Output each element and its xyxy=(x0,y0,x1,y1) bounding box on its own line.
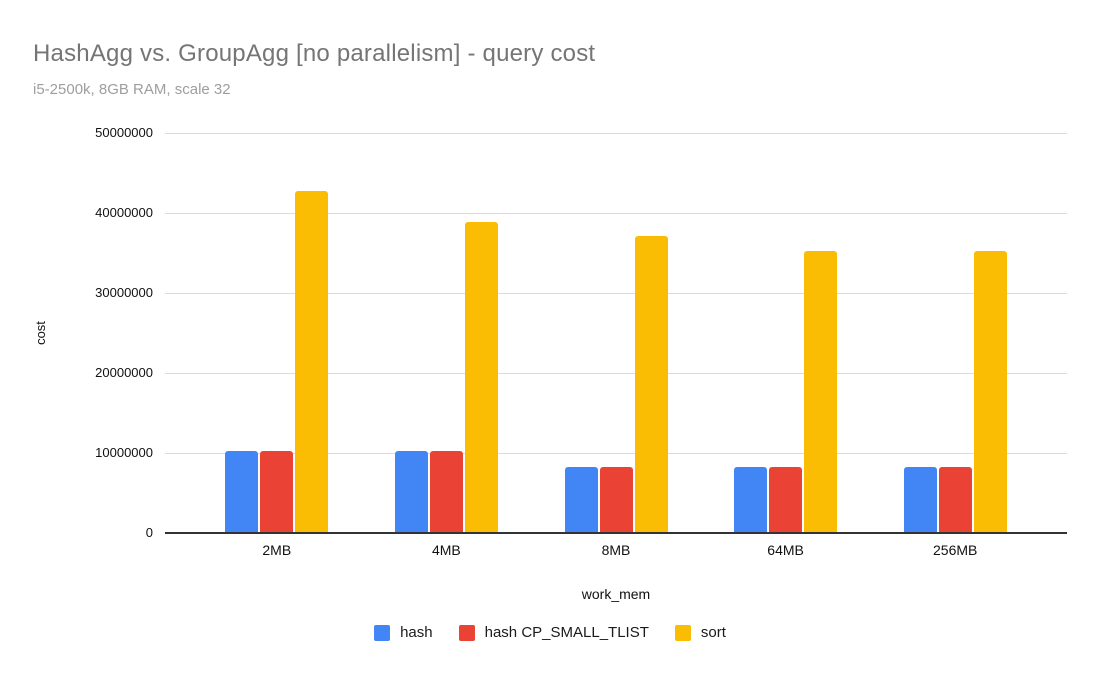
y-tick-label-50000000: 50000000 xyxy=(95,125,153,140)
bar-hash-cp-small-tlist-2mb xyxy=(260,451,294,533)
gridline-50000000 xyxy=(165,132,1067,134)
x-tick-label-64mb: 64MB xyxy=(767,542,804,558)
legend-swatch-icon xyxy=(674,624,691,641)
y-tick-label-20000000: 20000000 xyxy=(95,365,153,380)
y-tick-label-40000000: 40000000 xyxy=(95,205,153,220)
legend-item-hash: hash xyxy=(374,624,433,641)
bar-hash-64mb xyxy=(734,467,768,533)
bar-hash-cp-small-tlist-256mb xyxy=(938,467,972,533)
x-tick-label-256mb: 256MB xyxy=(933,542,978,558)
bar-sort-4mb xyxy=(464,221,498,533)
x-axis-line xyxy=(165,532,1067,534)
bar-hash-8mb xyxy=(564,467,598,533)
legend-swatch-icon xyxy=(374,624,391,641)
bar-hash-cp-small-tlist-8mb xyxy=(599,467,633,533)
bar-hash-cp-small-tlist-64mb xyxy=(769,467,803,533)
bar-hash-4mb xyxy=(394,451,428,533)
chart-title: HashAgg vs. GroupAgg [no parallelism] - … xyxy=(33,40,596,67)
legend-label: sort xyxy=(700,624,726,641)
gridline-40000000 xyxy=(165,212,1067,214)
plot-area xyxy=(165,132,1067,534)
y-tick-label-10000000: 10000000 xyxy=(95,445,153,460)
legend-label: hash CP_SMALL_TLIST xyxy=(484,624,649,641)
gridline-20000000 xyxy=(165,372,1067,374)
gridline-30000000 xyxy=(165,292,1067,294)
x-tick-label-2mb: 2MB xyxy=(262,542,292,558)
legend-label: hash xyxy=(400,624,433,641)
gridline-10000000 xyxy=(165,452,1067,454)
bar-sort-256mb xyxy=(973,250,1007,533)
x-axis-title: work_mem xyxy=(581,586,651,602)
bar-sort-64mb xyxy=(804,250,838,533)
chart-subtitle: i5-2500k, 8GB RAM, scale 32 xyxy=(33,81,231,98)
y-axis-title: cost xyxy=(32,321,48,345)
y-tick-label-30000000: 30000000 xyxy=(95,285,153,300)
legend-item-hash-cp-small-tlist: hash CP_SMALL_TLIST xyxy=(458,624,649,641)
bar-hash-256mb xyxy=(903,467,937,533)
legend-item-sort: sort xyxy=(674,624,726,641)
bar-sort-2mb xyxy=(295,191,329,533)
x-tick-label-8mb: 8MB xyxy=(601,542,631,558)
y-tick-label-0: 0 xyxy=(145,525,153,540)
x-tick-label-4mb: 4MB xyxy=(431,542,461,558)
legend-swatch-icon xyxy=(458,624,475,641)
bar-hash-cp-small-tlist-4mb xyxy=(429,451,463,533)
bar-hash-2mb xyxy=(225,451,259,533)
chart-legend: hash hash CP_SMALL_TLIST sort xyxy=(0,624,1100,641)
bar-sort-8mb xyxy=(634,236,668,533)
